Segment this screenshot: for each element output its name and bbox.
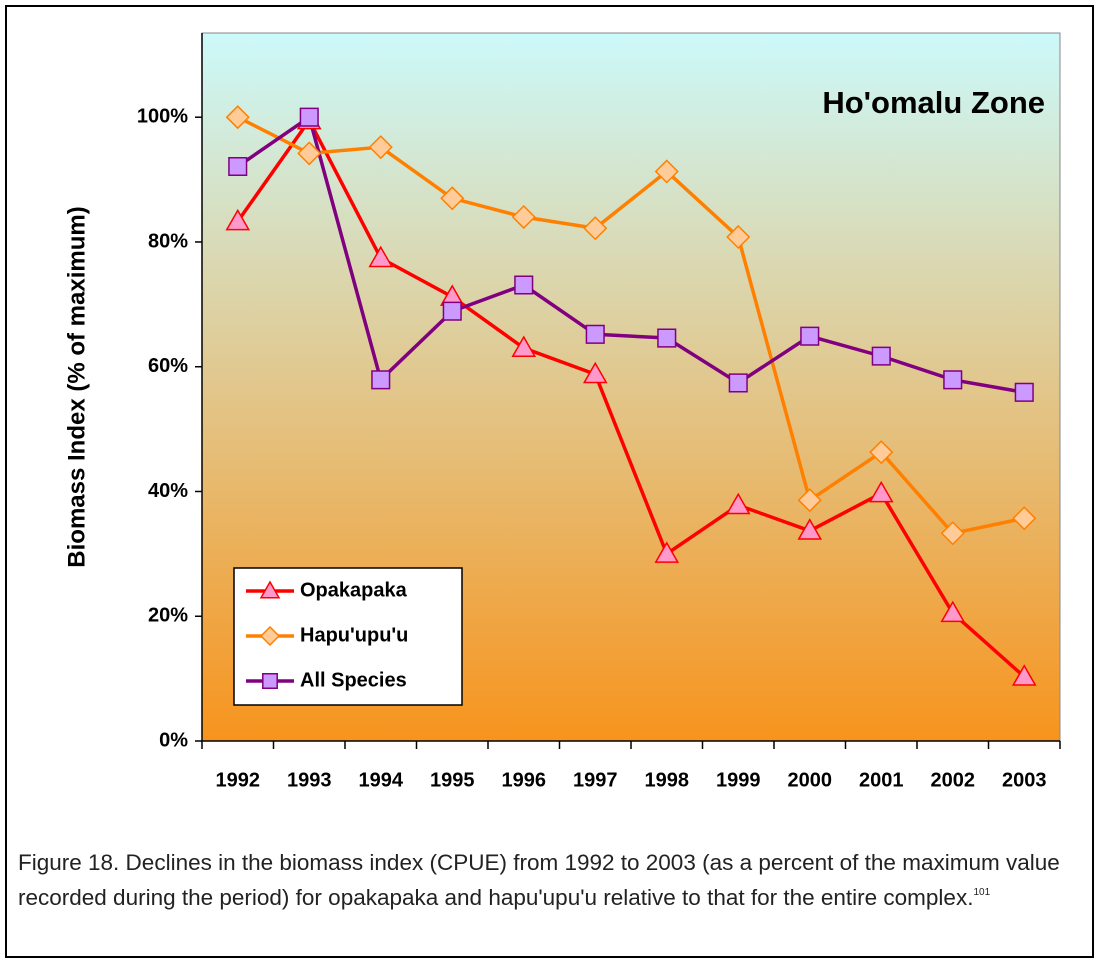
series-line (236, 115, 1025, 536)
marker (225, 208, 251, 231)
marker (797, 488, 822, 513)
legend-label: All Species (300, 669, 407, 691)
x-tick-label: 2002 (931, 769, 976, 791)
x-tick-label: 2001 (859, 769, 904, 791)
x-tick-label: 1996 (502, 769, 547, 791)
marker (868, 480, 894, 503)
marker (871, 346, 891, 366)
marker (368, 245, 394, 268)
marker (228, 156, 248, 177)
marker (654, 541, 680, 563)
marker (514, 275, 534, 295)
marker (940, 521, 965, 546)
marker (297, 141, 322, 166)
x-tick-label: 2003 (1002, 769, 1047, 791)
series-line (236, 116, 1026, 679)
marker (511, 335, 537, 358)
legend-marker (259, 580, 281, 599)
x-tick-label: 1992 (216, 769, 261, 791)
y-tick-label: 0% (159, 729, 188, 751)
marker (797, 518, 823, 540)
marker (725, 492, 751, 515)
marker (726, 224, 751, 250)
marker (440, 186, 465, 211)
footnote: 101 (973, 887, 991, 898)
x-tick-label: 2000 (788, 769, 833, 791)
x-tick-label: 1994 (359, 769, 404, 791)
y-tick-label: 40% (148, 480, 188, 502)
marker (225, 105, 250, 130)
caption-text: Figure 18. Declines in the biomass index… (18, 850, 1060, 910)
marker (368, 135, 393, 160)
legend-label: Opakapaka (300, 579, 408, 601)
marker (800, 326, 820, 346)
marker (1014, 382, 1034, 402)
y-tick-label: 80% (148, 230, 188, 252)
marker (299, 107, 319, 127)
marker (585, 324, 605, 344)
marker (869, 440, 894, 465)
x-tick-label: 1999 (716, 769, 761, 791)
marker (1012, 506, 1037, 531)
marker (371, 370, 391, 390)
marker (583, 216, 608, 241)
frame (5, 5, 1094, 958)
x-tick-label: 1997 (573, 769, 618, 791)
marker (442, 301, 462, 321)
marker (1011, 664, 1037, 686)
y-tick-label: 20% (148, 605, 188, 627)
x-tick-label: 1998 (645, 769, 690, 791)
marker (511, 204, 536, 230)
marker (940, 600, 966, 623)
legend-label: Hapu'upu'u (300, 624, 408, 646)
chart: Ho'omalu Zone Biomass Index (% of maximu… (63, 32, 1061, 791)
y-tick-label: 100% (137, 105, 188, 127)
annotation: Ho'omalu Zone (822, 85, 1045, 120)
caption: Figure 18. Declines in the biomass index… (18, 848, 1068, 913)
y-axis-label: Biomass Index (% of maximum) (63, 206, 90, 567)
marker (582, 361, 608, 384)
series-line (236, 114, 1025, 395)
x-tick-label: 1993 (287, 769, 332, 791)
marker (943, 370, 963, 390)
y-tick-label: 60% (148, 355, 188, 377)
marker (654, 159, 679, 184)
legend-marker (259, 625, 281, 647)
legend-marker (262, 673, 278, 689)
x-tick-label: 1995 (430, 769, 475, 791)
marker (728, 373, 748, 393)
marker (657, 328, 677, 348)
